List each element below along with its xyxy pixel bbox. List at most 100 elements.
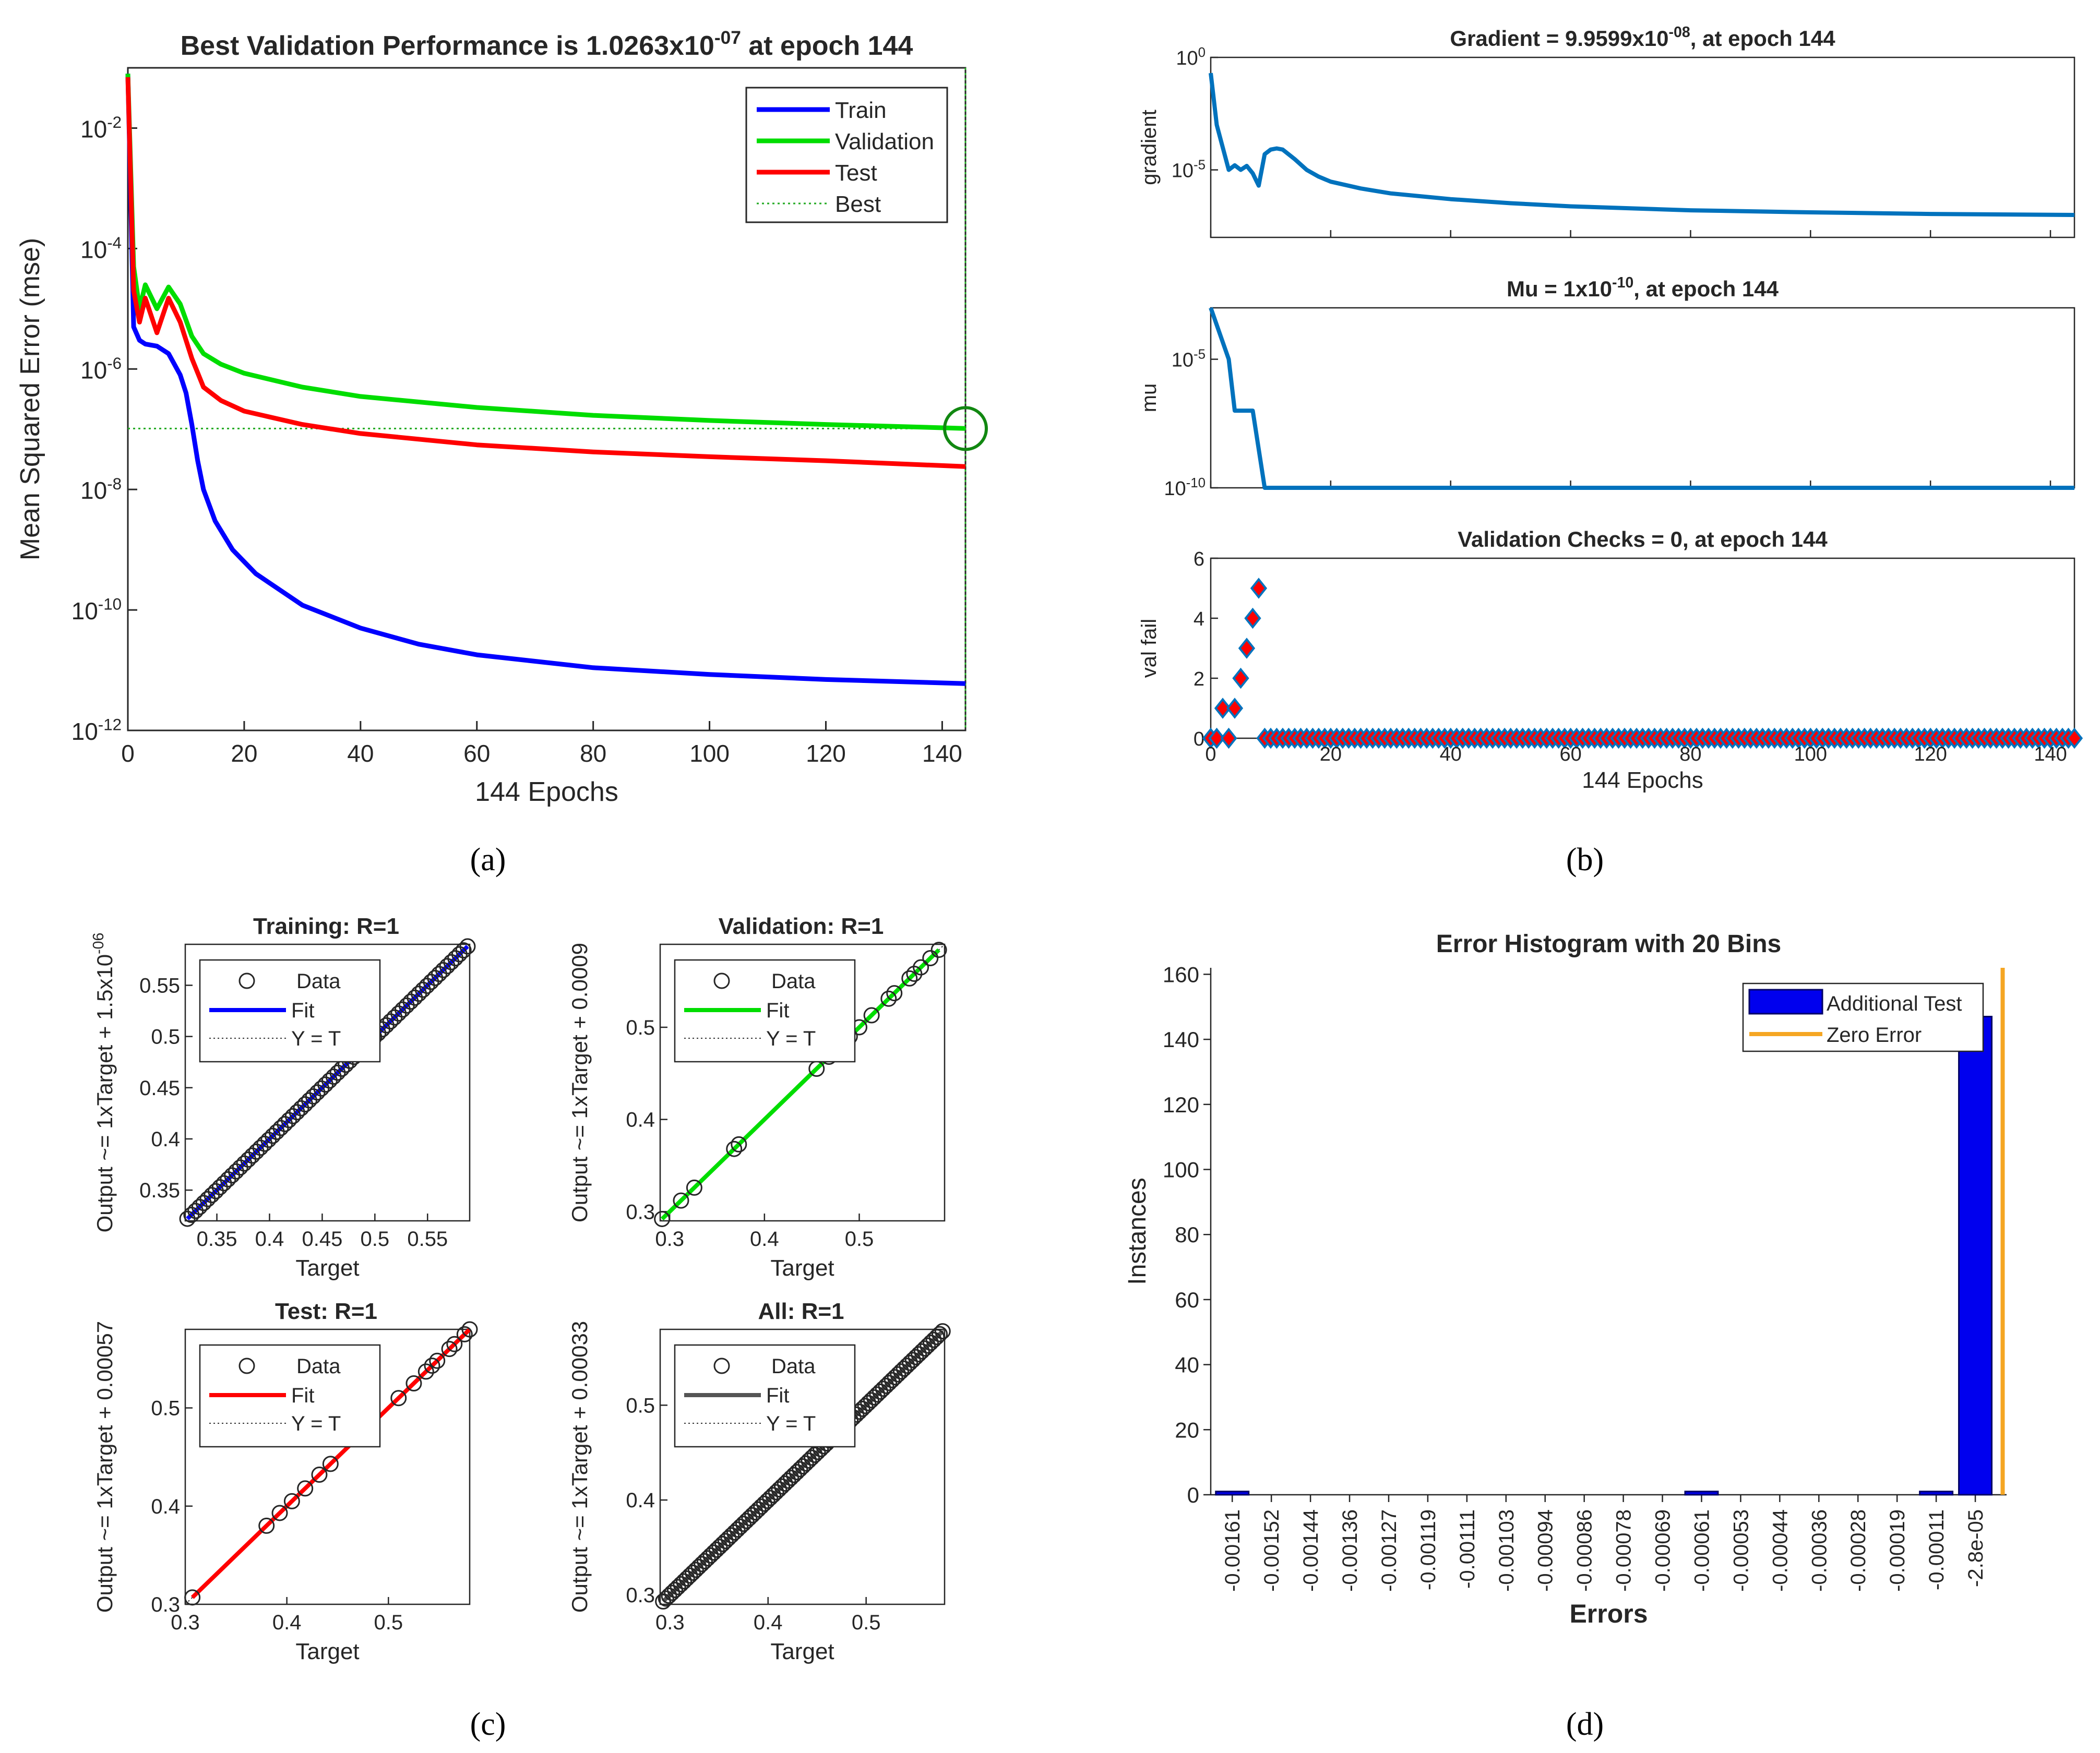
data-point (322, 1456, 339, 1472)
data-point (908, 1349, 924, 1365)
val-fail-marker (1220, 727, 1237, 749)
x-tick-label: -2.8e-05 (1964, 1509, 1987, 1587)
y-tick-label: 60 (1175, 1288, 1199, 1312)
data-point (768, 1484, 784, 1500)
x-axis-label: Errors (1569, 1599, 1648, 1628)
val-fail-marker (1214, 698, 1232, 719)
data-point (729, 1521, 746, 1538)
x-tick-label: 80 (1679, 743, 1701, 765)
data-point (777, 1475, 793, 1492)
y-axis-label: Output ~= 1xTarget + 0.00033 (567, 1321, 592, 1613)
legend-label: Y = T (766, 1027, 816, 1050)
series-validation-line (125, 74, 966, 431)
data-point (916, 1340, 933, 1357)
x-axis-label: Target (295, 1255, 359, 1281)
data-point (446, 1336, 463, 1352)
legend-label: Additional Test (1827, 992, 1962, 1015)
data-point (706, 1544, 722, 1561)
x-tick-label: 140 (2034, 743, 2067, 765)
x-tick-label: -0.00069 (1652, 1509, 1675, 1592)
data-point (901, 970, 918, 987)
data-point (884, 1372, 900, 1388)
y-tick-label: 0 (1194, 728, 1204, 750)
data-point (708, 1541, 725, 1558)
data-point (429, 1352, 446, 1369)
data-point (922, 950, 939, 966)
y-axis-label: Output ~= 1xTarget + 0.00057 (92, 1321, 117, 1613)
x-tick-label: -0.00019 (1886, 1509, 1909, 1592)
data-point (685, 1564, 701, 1581)
x-tick-label: 0.55 (407, 1228, 448, 1251)
x-tick-label: -0.00028 (1847, 1509, 1870, 1592)
data-point (806, 1447, 823, 1463)
x-tick-label: 0.4 (754, 1611, 783, 1634)
x-tick-label: 40 (347, 740, 374, 767)
histogram-bar (1958, 1016, 1993, 1496)
chart-title: Best Validation Performance is 1.0263x10… (181, 28, 913, 61)
histogram-bar (1919, 1491, 1954, 1496)
data-point (741, 1510, 758, 1527)
y-tick-label: 0.4 (626, 1109, 655, 1132)
y-tick-label: 0.45 (139, 1077, 180, 1100)
data-point (699, 1550, 716, 1567)
y-tick-label: 10-5 (1172, 347, 1206, 371)
x-tick-label: -0.00011 (1925, 1509, 1948, 1590)
y-tick-label: 0 (1187, 1483, 1199, 1507)
data-point (441, 1341, 458, 1358)
legend-label: Y = T (291, 1412, 341, 1435)
y-axis-label: Instances (1124, 1178, 1151, 1284)
subplot-y-label: mu (1138, 383, 1161, 413)
series-test-line (125, 77, 966, 469)
val-fail-marker (1238, 638, 1256, 659)
histogram-bar (1215, 1491, 1250, 1496)
legend-label: Validation (835, 129, 934, 154)
data-point (655, 1593, 672, 1610)
data-point (863, 1007, 880, 1024)
data-point (696, 1553, 713, 1569)
subplot-title: Validation: R=1 (719, 914, 884, 939)
val-fail-marker (1208, 727, 1225, 749)
x-tick-label: 0.5 (852, 1611, 881, 1634)
data-point (424, 1358, 440, 1374)
subplot-title: Test: R=1 (275, 1299, 377, 1324)
x-tick-label: 0.5 (845, 1228, 874, 1251)
legend-label: Data (771, 970, 816, 993)
data-point (765, 1487, 781, 1504)
data-point (881, 1375, 898, 1391)
data-point (676, 1573, 693, 1590)
y-tick-label: 10-2 (80, 113, 122, 142)
val-fail-marker (1250, 578, 1268, 599)
y-tick-label: 0.3 (626, 1200, 655, 1223)
fit-line (660, 948, 940, 1221)
data-point (759, 1493, 775, 1509)
data-point (925, 1331, 942, 1348)
data-point (890, 1366, 906, 1383)
data-point (797, 1455, 814, 1472)
y-tick-label: 80 (1175, 1222, 1199, 1247)
data-point (789, 1464, 805, 1481)
subplot-title: Gradient = 9.9599x10-08, at epoch 144 (1450, 24, 1835, 51)
x-axis-label: 144 Epochs (1582, 767, 1703, 793)
y-tick-label: 0.4 (151, 1495, 180, 1518)
data-point (922, 1335, 939, 1351)
data-point (783, 1470, 800, 1486)
x-tick-label: 0.35 (197, 1228, 237, 1251)
x-tick-label: 60 (463, 740, 490, 767)
data-point (753, 1498, 770, 1515)
y-tick-label: 0.4 (151, 1128, 180, 1151)
data-point (774, 1478, 791, 1495)
y-tick-label: 0.5 (626, 1394, 655, 1417)
data-point (911, 1346, 927, 1363)
data-point (872, 1383, 889, 1400)
y-tick-label: 0.3 (151, 1593, 180, 1616)
y-tick-label: 0.5 (151, 1026, 180, 1049)
data-point (920, 1337, 936, 1354)
data-point (459, 938, 476, 955)
data-point (694, 1556, 710, 1572)
x-tick-label: -0.00127 (1378, 1509, 1401, 1592)
data-point (673, 1192, 689, 1209)
x-axis-label: Target (770, 1255, 834, 1281)
data-point (723, 1527, 740, 1544)
data-point (670, 1579, 686, 1595)
val-fail-marker (1244, 607, 1261, 629)
